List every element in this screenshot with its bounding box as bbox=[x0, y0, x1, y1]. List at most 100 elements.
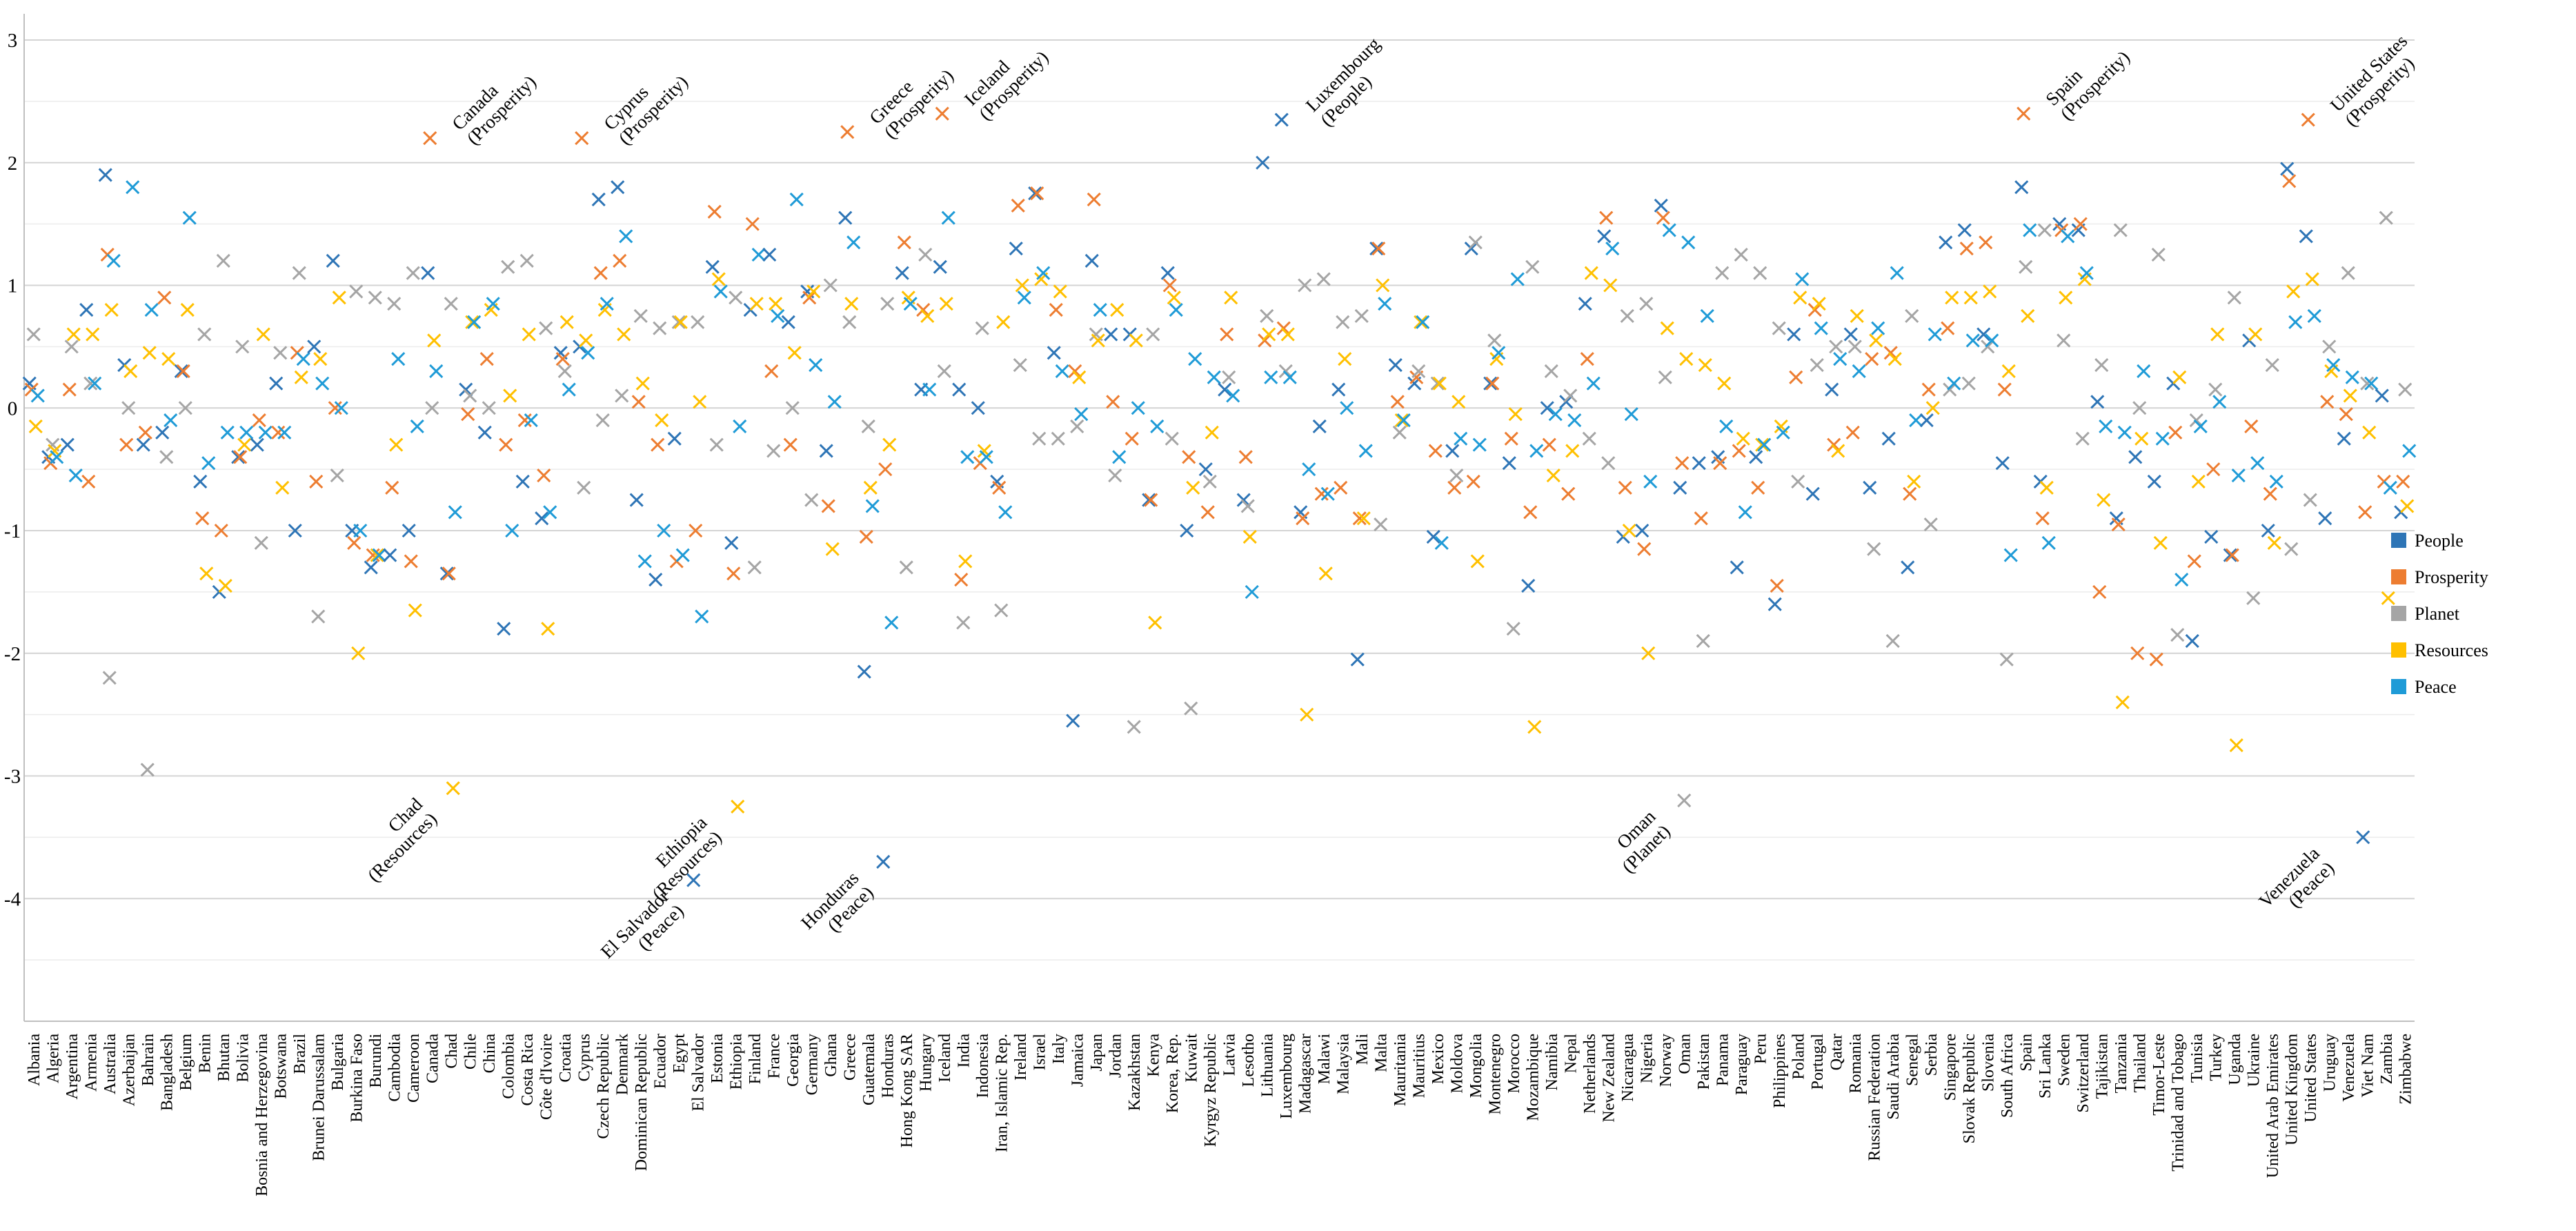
point-peace bbox=[1434, 535, 1449, 550]
point-peace bbox=[809, 357, 823, 373]
point-prosperity bbox=[271, 425, 286, 440]
point-resources bbox=[465, 315, 479, 329]
x-tick-label: Croatia bbox=[557, 1034, 575, 1083]
x-tick-label: Czech Republic bbox=[595, 1034, 613, 1139]
point-prosperity bbox=[366, 548, 380, 562]
point-peace bbox=[126, 180, 140, 195]
point-peace bbox=[1662, 223, 1676, 237]
x-tick-label: Lithuania bbox=[1258, 1034, 1276, 1097]
point-resources bbox=[559, 315, 574, 329]
point-peace bbox=[2269, 474, 2283, 489]
point-prosperity bbox=[593, 266, 608, 280]
point-prosperity bbox=[157, 290, 172, 305]
point-peace bbox=[1245, 584, 1259, 599]
point-prosperity bbox=[1523, 505, 1538, 520]
x-tick-label: Nepal bbox=[1562, 1034, 1580, 1074]
point-peace bbox=[2099, 419, 2113, 433]
x-tick-label: Thailand bbox=[2131, 1034, 2149, 1092]
x-tick-label: Hong Kong SAR bbox=[898, 1034, 916, 1148]
point-planet bbox=[330, 468, 344, 483]
point-planet bbox=[254, 535, 268, 550]
point-resources bbox=[1565, 444, 1580, 458]
point-resources bbox=[749, 297, 764, 311]
point-people bbox=[477, 425, 492, 440]
point-peace bbox=[1909, 413, 1923, 428]
x-tick-label: Zimbabwe bbox=[2397, 1034, 2415, 1105]
point-planet bbox=[595, 413, 610, 428]
point-people bbox=[1502, 456, 1516, 471]
point-resources bbox=[86, 327, 100, 342]
x-tick-label: Poland bbox=[1790, 1034, 1807, 1080]
point-planet bbox=[937, 364, 951, 378]
point-resources bbox=[1167, 290, 1181, 305]
point-peace bbox=[505, 523, 519, 538]
point-planet bbox=[1999, 652, 2014, 667]
x-tick-label: Kazakhstan bbox=[1126, 1034, 1144, 1111]
point-peace bbox=[713, 284, 728, 299]
point-prosperity bbox=[1903, 486, 1917, 501]
point-planet bbox=[216, 253, 230, 268]
point-planet bbox=[729, 290, 743, 305]
y-tick-label: 3 bbox=[8, 30, 18, 52]
point-prosperity bbox=[1504, 431, 1518, 446]
x-tick-label: Russian Federation bbox=[1865, 1034, 1883, 1161]
point-planet bbox=[406, 266, 420, 280]
point-peace bbox=[106, 253, 121, 268]
point-resources bbox=[2059, 290, 2073, 305]
point-resources bbox=[711, 272, 726, 286]
point-peace bbox=[1700, 308, 1714, 323]
point-people bbox=[1160, 266, 1175, 280]
point-planet bbox=[1449, 468, 1464, 483]
point-peace bbox=[1378, 297, 1392, 311]
point-people bbox=[1312, 419, 1327, 433]
point-peace bbox=[2383, 480, 2397, 495]
point-peace bbox=[1795, 272, 1810, 286]
x-tick-label: Cambodia bbox=[386, 1034, 404, 1102]
point-peace bbox=[2250, 456, 2265, 471]
point-prosperity bbox=[688, 523, 703, 538]
point-peace bbox=[144, 302, 159, 317]
point-people bbox=[1540, 401, 1554, 415]
point-planet bbox=[1620, 308, 1634, 323]
point-peace bbox=[1416, 315, 1430, 329]
point-resources bbox=[863, 480, 878, 495]
x-tick-label: Israel bbox=[1031, 1034, 1049, 1071]
point-prosperity bbox=[2017, 106, 2031, 121]
point-planet bbox=[1468, 235, 1483, 250]
point-prosperity bbox=[1447, 480, 1462, 495]
x-tick-label: Argentina bbox=[63, 1034, 81, 1100]
point-planet bbox=[482, 401, 496, 415]
point-planet bbox=[994, 603, 1009, 618]
point-planet bbox=[2227, 290, 2241, 305]
point-resources bbox=[2248, 327, 2263, 342]
point-prosperity bbox=[404, 554, 418, 569]
point-planet bbox=[1278, 364, 1293, 378]
point-prosperity bbox=[1371, 242, 1386, 256]
point-resources bbox=[1698, 357, 1712, 373]
x-tick-label: Iran, Islamic Rep. bbox=[993, 1034, 1011, 1152]
x-tick-label: Algeria bbox=[44, 1034, 62, 1083]
point-prosperity bbox=[651, 437, 665, 452]
x-tick-label: Montenegro bbox=[1486, 1034, 1504, 1114]
point-prosperity bbox=[2301, 112, 2315, 127]
point-people bbox=[1047, 346, 1061, 360]
legend-entry-peace: Peace bbox=[2391, 677, 2457, 697]
point-resources bbox=[1414, 315, 1428, 329]
y-tick-label: 0 bbox=[8, 397, 18, 420]
point-peace bbox=[1396, 413, 1411, 428]
point-prosperity bbox=[328, 401, 342, 415]
point-planet bbox=[1336, 315, 1350, 329]
point-people bbox=[895, 266, 909, 280]
point-prosperity bbox=[783, 437, 797, 452]
x-tick-label: Brazil bbox=[291, 1034, 309, 1074]
x-tick-label: Kenya bbox=[1145, 1034, 1162, 1077]
point-resources bbox=[427, 333, 442, 348]
point-peace bbox=[277, 425, 292, 440]
point-peace bbox=[960, 450, 975, 464]
point-planet bbox=[1563, 388, 1578, 403]
point-prosperity bbox=[707, 204, 722, 219]
axes bbox=[23, 14, 2415, 1022]
point-peace bbox=[296, 352, 310, 366]
point-prosperity bbox=[1238, 450, 1253, 464]
point-prosperity bbox=[2073, 217, 2088, 231]
